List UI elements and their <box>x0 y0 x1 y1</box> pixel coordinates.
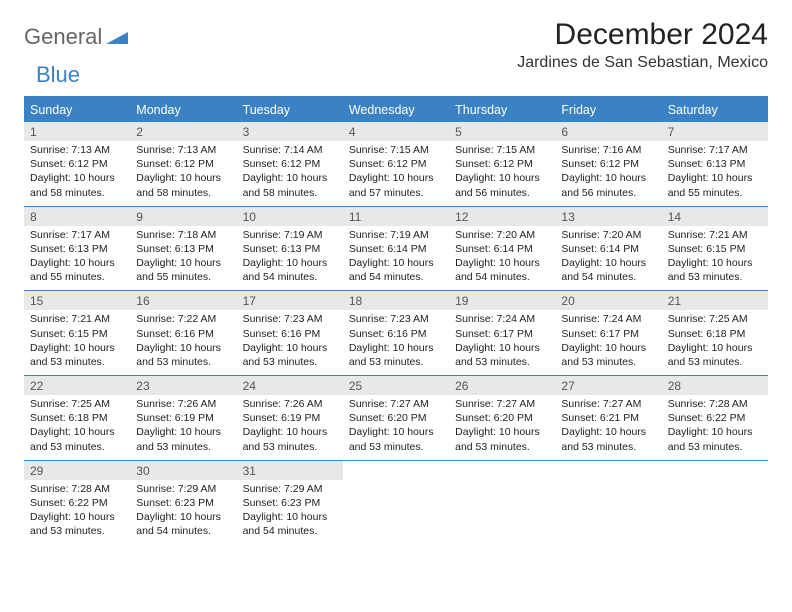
day-detail-cell: Sunrise: 7:16 AMSunset: 6:12 PMDaylight:… <box>555 141 661 206</box>
date-cell: 5 <box>449 122 555 141</box>
date-cell <box>343 460 449 480</box>
day-detail-cell: Sunrise: 7:26 AMSunset: 6:19 PMDaylight:… <box>130 395 236 460</box>
week-body-row: Sunrise: 7:13 AMSunset: 6:12 PMDaylight:… <box>24 141 768 206</box>
week-date-row: 293031 <box>24 460 768 480</box>
date-cell: 4 <box>343 122 449 141</box>
date-cell: 31 <box>237 460 343 480</box>
logo-triangle-icon <box>106 24 128 50</box>
date-cell <box>662 460 768 480</box>
day-detail-cell: Sunrise: 7:27 AMSunset: 6:21 PMDaylight:… <box>555 395 661 460</box>
date-cell: 12 <box>449 206 555 226</box>
date-cell: 11 <box>343 206 449 226</box>
day-detail-cell: Sunrise: 7:29 AMSunset: 6:23 PMDaylight:… <box>237 480 343 545</box>
date-cell: 15 <box>24 291 130 311</box>
week-date-row: 891011121314 <box>24 206 768 226</box>
week-date-row: 15161718192021 <box>24 291 768 311</box>
date-cell: 21 <box>662 291 768 311</box>
week-body-row: Sunrise: 7:25 AMSunset: 6:18 PMDaylight:… <box>24 395 768 460</box>
day-detail-cell: Sunrise: 7:15 AMSunset: 6:12 PMDaylight:… <box>449 141 555 206</box>
day-detail-cell: Sunrise: 7:26 AMSunset: 6:19 PMDaylight:… <box>237 395 343 460</box>
date-cell: 20 <box>555 291 661 311</box>
date-cell: 13 <box>555 206 661 226</box>
day-detail-cell: Sunrise: 7:27 AMSunset: 6:20 PMDaylight:… <box>343 395 449 460</box>
week-date-row: 22232425262728 <box>24 376 768 396</box>
date-cell: 9 <box>130 206 236 226</box>
date-cell: 2 <box>130 122 236 141</box>
date-cell: 6 <box>555 122 661 141</box>
day-detail-cell <box>449 480 555 545</box>
day-detail-cell: Sunrise: 7:20 AMSunset: 6:14 PMDaylight:… <box>449 226 555 291</box>
date-cell: 8 <box>24 206 130 226</box>
location: Jardines de San Sebastian, Mexico <box>517 54 768 72</box>
title-area: December 2024 Jardines de San Sebastian,… <box>517 18 768 82</box>
day-detail-cell: Sunrise: 7:24 AMSunset: 6:17 PMDaylight:… <box>449 310 555 375</box>
day-detail-cell: Sunrise: 7:21 AMSunset: 6:15 PMDaylight:… <box>24 310 130 375</box>
day-detail-cell <box>555 480 661 545</box>
day-header-thursday: Thursday <box>449 97 555 122</box>
day-detail-cell: Sunrise: 7:22 AMSunset: 6:16 PMDaylight:… <box>130 310 236 375</box>
date-cell: 3 <box>237 122 343 141</box>
day-header-saturday: Saturday <box>662 97 768 122</box>
date-cell: 26 <box>449 376 555 396</box>
day-detail-cell <box>662 480 768 545</box>
day-detail-cell: Sunrise: 7:28 AMSunset: 6:22 PMDaylight:… <box>24 480 130 545</box>
date-cell: 27 <box>555 376 661 396</box>
date-cell <box>555 460 661 480</box>
date-cell: 28 <box>662 376 768 396</box>
date-cell: 17 <box>237 291 343 311</box>
date-cell: 23 <box>130 376 236 396</box>
month-title: December 2024 <box>517 18 768 52</box>
week-date-row: 1234567 <box>24 122 768 141</box>
day-detail-cell: Sunrise: 7:19 AMSunset: 6:14 PMDaylight:… <box>343 226 449 291</box>
date-cell: 18 <box>343 291 449 311</box>
day-detail-cell: Sunrise: 7:29 AMSunset: 6:23 PMDaylight:… <box>130 480 236 545</box>
day-detail-cell: Sunrise: 7:23 AMSunset: 6:16 PMDaylight:… <box>343 310 449 375</box>
day-header-monday: Monday <box>130 97 236 122</box>
day-detail-cell: Sunrise: 7:21 AMSunset: 6:15 PMDaylight:… <box>662 226 768 291</box>
date-cell: 24 <box>237 376 343 396</box>
day-detail-cell: Sunrise: 7:17 AMSunset: 6:13 PMDaylight:… <box>662 141 768 206</box>
day-detail-cell: Sunrise: 7:15 AMSunset: 6:12 PMDaylight:… <box>343 141 449 206</box>
day-detail-cell: Sunrise: 7:13 AMSunset: 6:12 PMDaylight:… <box>130 141 236 206</box>
day-detail-cell: Sunrise: 7:28 AMSunset: 6:22 PMDaylight:… <box>662 395 768 460</box>
day-header-sunday: Sunday <box>24 97 130 122</box>
day-detail-cell: Sunrise: 7:20 AMSunset: 6:14 PMDaylight:… <box>555 226 661 291</box>
date-cell <box>449 460 555 480</box>
logo-text-general: General <box>24 24 102 50</box>
day-detail-cell: Sunrise: 7:17 AMSunset: 6:13 PMDaylight:… <box>24 226 130 291</box>
week-body-row: Sunrise: 7:17 AMSunset: 6:13 PMDaylight:… <box>24 226 768 291</box>
day-detail-cell: Sunrise: 7:25 AMSunset: 6:18 PMDaylight:… <box>662 310 768 375</box>
date-cell: 29 <box>24 460 130 480</box>
week-body-row: Sunrise: 7:21 AMSunset: 6:15 PMDaylight:… <box>24 310 768 375</box>
day-detail-cell: Sunrise: 7:23 AMSunset: 6:16 PMDaylight:… <box>237 310 343 375</box>
calendar-body: 1234567Sunrise: 7:13 AMSunset: 6:12 PMDa… <box>24 122 768 544</box>
logo-text-blue: Blue <box>36 62 80 87</box>
day-detail-cell: Sunrise: 7:19 AMSunset: 6:13 PMDaylight:… <box>237 226 343 291</box>
day-detail-cell: Sunrise: 7:27 AMSunset: 6:20 PMDaylight:… <box>449 395 555 460</box>
date-cell: 16 <box>130 291 236 311</box>
date-cell: 30 <box>130 460 236 480</box>
date-cell: 7 <box>662 122 768 141</box>
day-header-wednesday: Wednesday <box>343 97 449 122</box>
day-detail-cell: Sunrise: 7:14 AMSunset: 6:12 PMDaylight:… <box>237 141 343 206</box>
day-detail-cell: Sunrise: 7:13 AMSunset: 6:12 PMDaylight:… <box>24 141 130 206</box>
date-cell: 22 <box>24 376 130 396</box>
date-cell: 14 <box>662 206 768 226</box>
day-header-friday: Friday <box>555 97 661 122</box>
day-detail-cell <box>343 480 449 545</box>
calendar-table: SundayMondayTuesdayWednesdayThursdayFrid… <box>24 96 768 544</box>
date-cell: 25 <box>343 376 449 396</box>
day-header-row: SundayMondayTuesdayWednesdayThursdayFrid… <box>24 97 768 122</box>
day-detail-cell: Sunrise: 7:18 AMSunset: 6:13 PMDaylight:… <box>130 226 236 291</box>
week-body-row: Sunrise: 7:28 AMSunset: 6:22 PMDaylight:… <box>24 480 768 545</box>
day-header-tuesday: Tuesday <box>237 97 343 122</box>
day-detail-cell: Sunrise: 7:24 AMSunset: 6:17 PMDaylight:… <box>555 310 661 375</box>
date-cell: 10 <box>237 206 343 226</box>
logo: General <box>24 18 130 50</box>
date-cell: 1 <box>24 122 130 141</box>
date-cell: 19 <box>449 291 555 311</box>
day-detail-cell: Sunrise: 7:25 AMSunset: 6:18 PMDaylight:… <box>24 395 130 460</box>
